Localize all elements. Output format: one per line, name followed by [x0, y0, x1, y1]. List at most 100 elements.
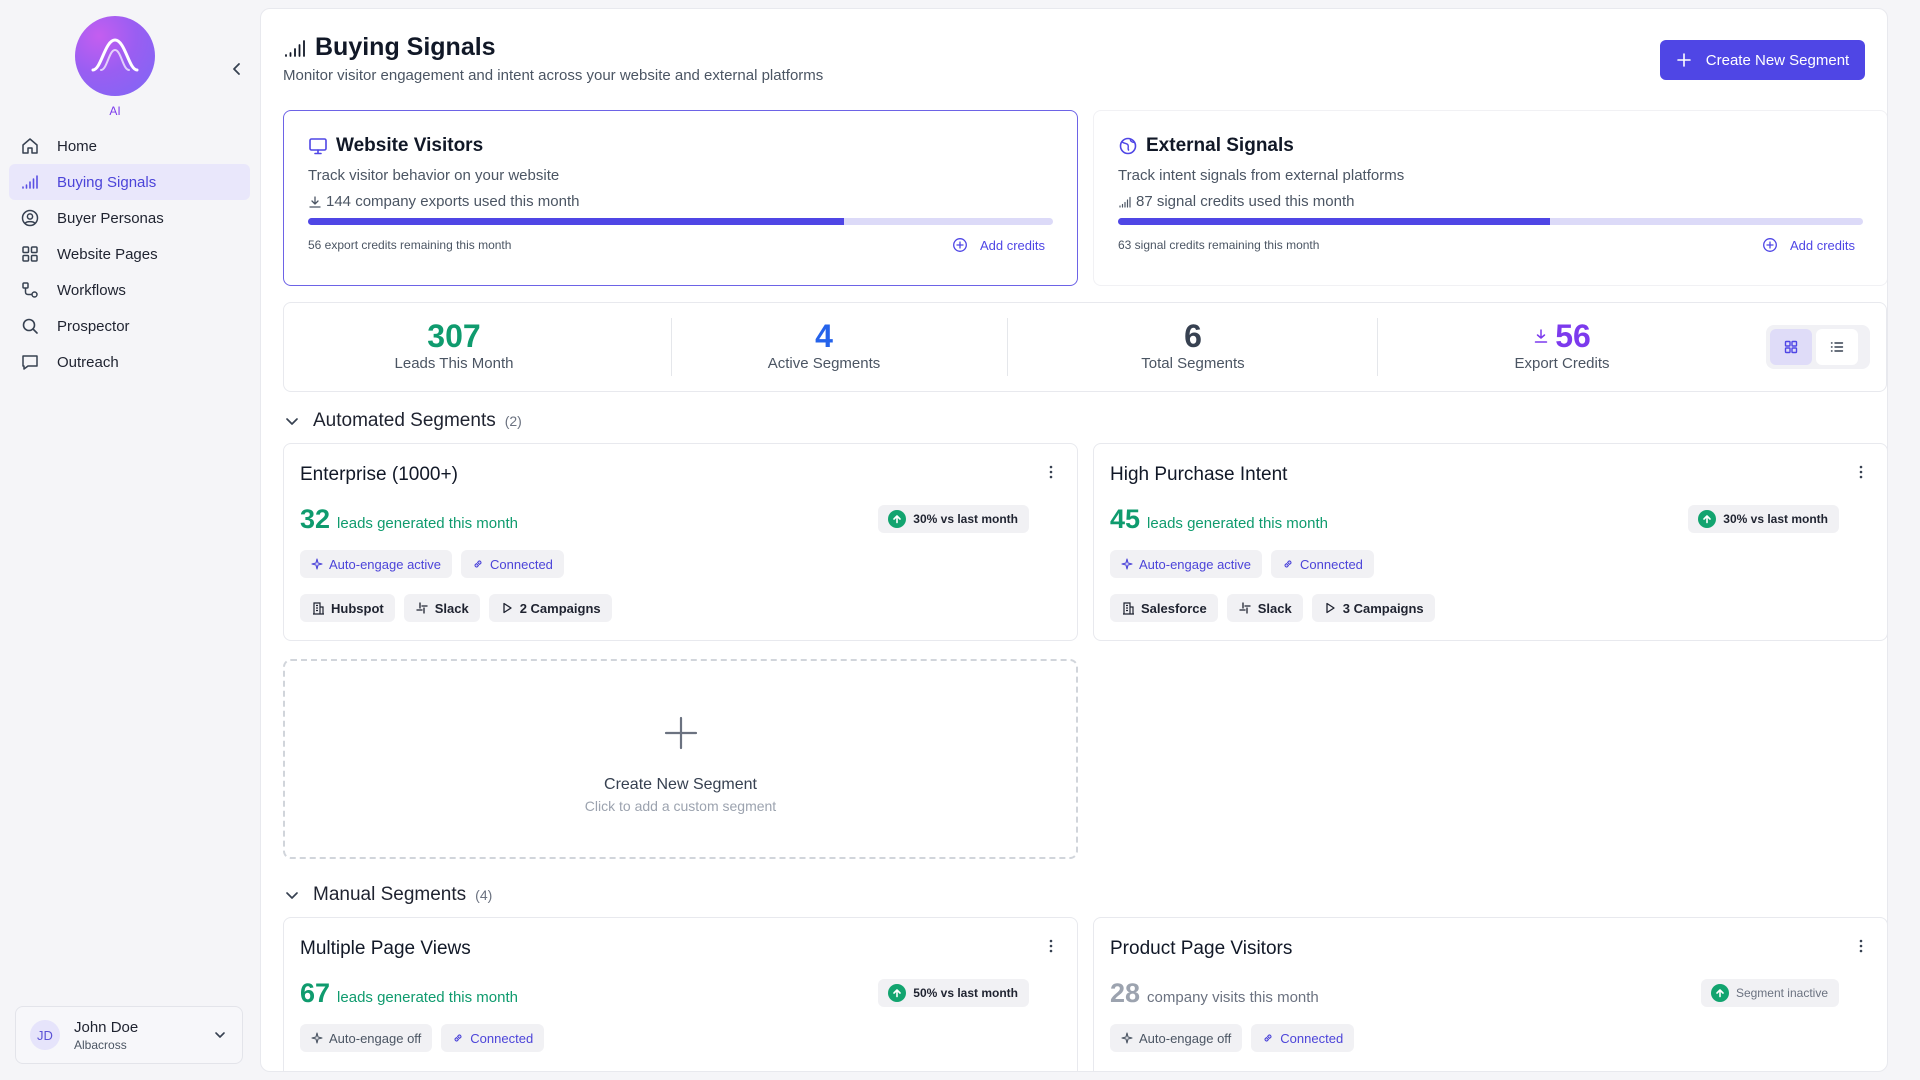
segment-lead-label: leads generated this month — [337, 515, 518, 532]
create-segment-card[interactable]: Create New Segment Click to add a custom… — [283, 659, 1078, 859]
grid-view-button[interactable] — [1770, 329, 1812, 365]
more-vertical-icon[interactable] — [1853, 464, 1869, 480]
more-vertical-icon[interactable] — [1043, 464, 1059, 480]
sidebar: AI Home Buying Signals Buyer Personas We… — [0, 0, 258, 1080]
create-segment-button[interactable]: Create New Segment — [1660, 40, 1865, 80]
segment-title: Enterprise (1000+) — [300, 464, 458, 485]
connected-chip[interactable]: Connected — [441, 1024, 545, 1052]
sidebar-item-buyer-personas[interactable]: Buyer Personas — [9, 200, 250, 236]
chip-label: Auto-engage off — [1139, 1030, 1232, 1046]
logo[interactable] — [75, 16, 155, 96]
sidebar-item-label: Prospector — [57, 317, 130, 335]
auto-engage-chip[interactable]: Auto-engage off — [1110, 1024, 1243, 1052]
sidebar-item-label: Home — [57, 137, 98, 155]
monitor-icon — [309, 138, 327, 155]
sidebar-item-outreach[interactable]: Outreach — [9, 344, 250, 380]
segment-visit-count: 28 — [1110, 978, 1141, 1008]
home-icon — [22, 138, 38, 154]
segment-card[interactable]: Product Page Visitors 28 company visits … — [1093, 917, 1887, 1071]
section-title: Manual Segments — [313, 884, 467, 905]
play-icon — [1326, 602, 1335, 614]
stat-label: Active Segments — [767, 355, 881, 372]
link-icon — [1264, 1034, 1272, 1042]
page-title: Buying Signals — [315, 33, 496, 61]
trend-text: 50% vs last month — [913, 986, 1018, 1000]
stat-export-credits: 56 Export Credits — [1462, 318, 1662, 372]
sidebar-item-website-pages[interactable]: Website Pages — [9, 236, 250, 272]
message-icon — [22, 355, 38, 370]
chevron-left-icon — [233, 63, 240, 75]
plus-circle-icon — [1763, 238, 1777, 252]
section-title: Automated Segments — [313, 410, 496, 431]
segment-lead-count: 45 — [1110, 504, 1141, 534]
segment-title: Multiple Page Views — [300, 938, 471, 959]
user-menu[interactable]: JD John Doe Albacross — [15, 1006, 243, 1064]
external-signals-panel[interactable]: External Signals Track intent signals fr… — [1093, 110, 1887, 286]
slack-icon — [1239, 602, 1251, 614]
chip-label: Connected — [1280, 1030, 1344, 1046]
segment-card[interactable]: High Purchase Intent 45 leads generated … — [1093, 443, 1887, 641]
auto-engage-chip[interactable]: Auto-engage off — [300, 1024, 433, 1052]
list-view-button[interactable] — [1816, 329, 1858, 365]
campaigns-chip[interactable]: 2 Campaigns — [488, 594, 612, 622]
user-circle-icon — [21, 209, 39, 227]
sparkle-icon — [1121, 558, 1133, 570]
segment-title: High Purchase Intent — [1110, 464, 1288, 485]
chip-label: Auto-engage off — [329, 1030, 422, 1046]
segment-card[interactable]: Multiple Page Views 67 leads generated t… — [283, 917, 1078, 1071]
status-text: Segment inactive — [1735, 986, 1828, 1000]
manual-segments-header[interactable]: Manual Segments (4) — [283, 884, 492, 906]
sparkle-icon — [311, 558, 323, 570]
divider — [671, 318, 672, 376]
stat-value: 307 — [427, 318, 481, 354]
create-segment-subtitle: Click to add a custom segment — [584, 798, 777, 814]
panel-title: Website Visitors — [336, 135, 484, 156]
trend-badge: 50% vs last month — [878, 979, 1029, 1007]
sidebar-item-label: Outreach — [57, 353, 119, 371]
website-visitors-panel[interactable]: Website Visitors Track visitor behavior … — [283, 110, 1078, 286]
add-credits-button[interactable]: Add credits — [1762, 237, 1855, 253]
segment-card[interactable]: Enterprise (1000+) 32 leads generated th… — [283, 443, 1078, 641]
segment-visit-label: company visits this month — [1147, 989, 1319, 1006]
chevron-down-icon — [286, 418, 298, 425]
more-vertical-icon[interactable] — [1853, 938, 1869, 954]
connected-chip[interactable]: Connected — [461, 550, 564, 578]
integration-chip[interactable]: Slack — [403, 594, 480, 622]
chip-label: 3 Campaigns — [1342, 600, 1424, 616]
plus-circle-icon — [953, 238, 967, 252]
sidebar-item-prospector[interactable]: Prospector — [9, 308, 250, 344]
add-credits-button[interactable]: Add credits — [952, 237, 1045, 253]
stat-value: 6 — [1184, 318, 1202, 354]
automated-segments-header[interactable]: Automated Segments (2) — [283, 410, 522, 432]
connected-chip[interactable]: Connected — [1271, 550, 1374, 578]
auto-engage-chip[interactable]: Auto-engage active — [1110, 550, 1263, 578]
connected-chip[interactable]: Connected — [1251, 1024, 1355, 1052]
stat-label: Export Credits — [1514, 355, 1610, 372]
collapse-sidebar-button[interactable] — [227, 59, 247, 79]
divider — [1007, 318, 1008, 376]
grid-icon — [22, 246, 38, 262]
more-vertical-icon[interactable] — [1043, 938, 1059, 954]
section-count: (4) — [475, 887, 493, 903]
campaigns-chip[interactable]: 3 Campaigns — [1311, 594, 1435, 622]
user-name: John Doe — [74, 1018, 139, 1036]
stat-value-number: 56 — [1555, 318, 1591, 354]
panel-usage: 87 signal credits used this month — [1136, 193, 1355, 210]
trend-badge: 30% vs last month — [878, 505, 1029, 533]
link-icon — [454, 1034, 462, 1042]
chip-label: Auto-engage active — [329, 556, 442, 572]
slack-icon — [416, 602, 428, 614]
sidebar-item-buying-signals[interactable]: Buying Signals — [9, 164, 250, 200]
sidebar-item-home[interactable]: Home — [9, 128, 250, 164]
sidebar-item-workflows[interactable]: Workflows — [9, 272, 250, 308]
user-org: Albacross — [74, 1037, 127, 1052]
integration-chip[interactable]: Salesforce — [1110, 594, 1218, 622]
integration-chip[interactable]: Hubspot — [300, 594, 395, 622]
auto-engage-chip[interactable]: Auto-engage active — [300, 550, 453, 578]
trend-up-icon — [1710, 984, 1729, 1002]
signal-bars-icon — [285, 39, 305, 57]
signal-bars-icon — [1119, 196, 1131, 208]
link-icon — [1284, 560, 1292, 568]
integration-chip[interactable]: Slack — [1226, 594, 1303, 622]
chip-label: Hubspot — [331, 600, 384, 616]
